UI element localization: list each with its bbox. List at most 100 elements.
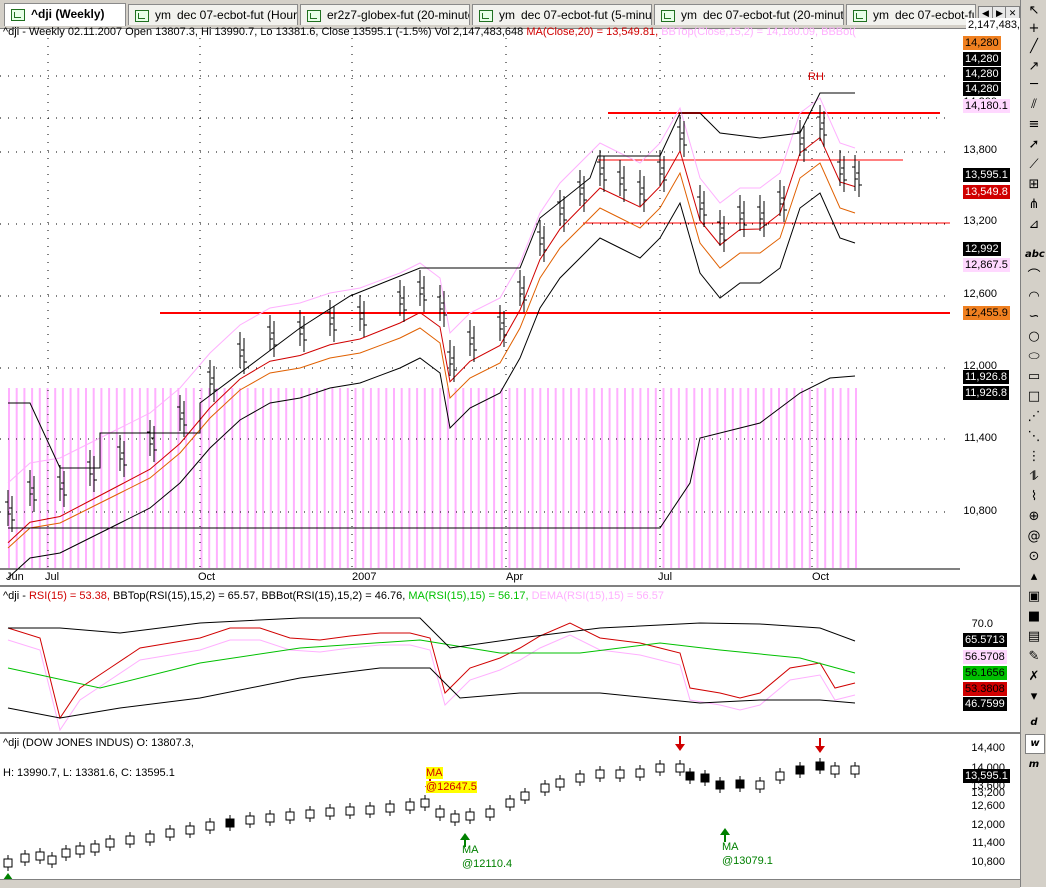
volume-bar [61,388,64,568]
volume-bar [362,388,365,568]
candle-body [365,805,375,815]
orange-line [7,162,856,549]
ellipse-tool-icon[interactable]: ⬭ [1028,349,1040,364]
candle-body [540,783,550,793]
chart-canvas[interactable] [0,28,1020,879]
candle-body [105,838,115,848]
regression-tool-icon[interactable]: ⥮ [1029,469,1039,484]
volume-top-value: 2,147,483, [966,18,1022,32]
volume-bar [400,388,403,568]
volume-bar [54,388,57,568]
hline-tool-icon[interactable]: ─ [1030,77,1038,92]
volume-bar [547,388,549,568]
volume-bar [100,388,103,568]
chart-icon [135,9,149,22]
square-root-icon[interactable]: ⊕ [1028,509,1040,524]
channel-tool-icon[interactable]: ⫽ [1031,97,1037,112]
volume-bar [470,388,472,568]
tab-er2z7-20min[interactable]: er2z7-globex-fut (20-minute) [300,4,470,25]
panel-separator[interactable] [0,585,1020,587]
sheet-tabs[interactable] [0,879,1020,888]
arc-tool-icon[interactable]: ◠ [1028,289,1040,304]
tab-ym-20min[interactable]: ym dec 07-ecbot-fut (20-minute) [654,4,844,25]
gann-tool-icon[interactable]: ⊿ [1028,217,1040,232]
price-bars [5,105,862,532]
volume-bar [215,388,218,568]
square-tool-icon[interactable]: □ [1027,389,1041,404]
ma-annotation-value: @12110.4 [462,858,513,870]
volume-bar [824,388,827,568]
y-tick: 11,400 [972,837,1005,849]
panel-separator[interactable] [0,732,1020,734]
price-box: 13,595.1 [963,168,1010,182]
weekly-period-button[interactable]: w [1025,734,1045,754]
volume-bar [485,388,488,568]
andrews-tool-icon[interactable]: ⌇ [1030,489,1038,504]
spiral-tool-icon[interactable]: @ [1027,529,1041,544]
box-tool-icon[interactable]: ▣ [1027,589,1041,604]
volume-bar [316,388,318,568]
sell-signal-arrow [815,746,825,753]
rsi-bbbot-line [7,667,856,719]
circle-tool-icon[interactable]: ○ [1028,329,1040,344]
tab-ym-5min[interactable]: ym dec 07-ecbot-fut (5-minute) [472,4,652,25]
curve-tool-icon[interactable]: ⌒ [1027,269,1041,284]
fibonacci-tool-icon[interactable]: ≡ [1028,117,1040,132]
trend-tool-icon[interactable]: ⟋ [1029,157,1039,172]
tab-ym-dec07[interactable]: ym dec 07-ecbot-fut [846,4,976,25]
rsi-dema-line [7,634,856,732]
scroll-down-icon[interactable]: ▾ [1030,689,1038,704]
buy-signal-arrow [460,833,470,840]
delete-tool-icon[interactable]: ✗ [1028,669,1040,684]
candle-body [465,811,475,821]
cycle-tool-icon[interactable]: ∽ [1028,309,1040,324]
pen-tool-icon[interactable]: ✎ [1028,649,1040,664]
volume-bar [785,388,788,568]
candle-body [305,809,315,819]
line-tool-icon[interactable]: ╱ [1030,39,1038,54]
text-tool-icon[interactable]: abc [1025,249,1045,260]
cursor-arrow-icon[interactable]: ↖ [1028,3,1040,18]
y-tick: 12,000 [963,360,997,372]
volume-bar [739,388,742,568]
volume-bar [369,388,372,568]
candle-panel-header-2: H: 13990.7, L: 13381.6, C: 13595.1 [3,767,175,779]
chart-style-icon[interactable]: ▤ [1027,629,1041,644]
candle-body [505,798,515,808]
volume-bar [85,388,87,568]
candle-body [815,761,825,771]
price-box: 11,926.8 [963,370,1010,384]
pitchfork-tool-icon[interactable]: ⋔ [1028,197,1040,212]
volume-bar [177,388,180,568]
daily-period-button[interactable]: d [1030,717,1038,728]
rectangle-tool-icon[interactable]: ▭ [1027,369,1041,384]
candle-body [635,768,645,778]
price-box: 14,280 [963,36,1001,50]
sell-signal-arrow [675,744,685,751]
price-panel-header: ^dji - Weekly 02.11.2007 Open 13807.3, H… [3,26,856,38]
ray-tool-icon[interactable]: ↗ [1028,59,1040,74]
gann-fan-icon[interactable]: ⋮ [1027,449,1041,464]
tab-dji-weekly[interactable]: ^dji (Weekly) [4,3,126,26]
volume-bar [808,388,811,568]
ma-annotation-value: @12647.5 [426,781,477,793]
price-box: 12,992 [963,242,1001,256]
volume-bar [600,388,603,568]
arrow-tool-icon[interactable]: ➚ [1028,137,1040,152]
price-box: 13,549.8 [963,185,1010,199]
crosshair-icon[interactable]: + [1028,21,1040,36]
filled-box-icon[interactable]: ■ [1027,609,1041,624]
candle-body [575,773,585,783]
tab-ym-hourly[interactable]: ym dec 07-ecbot-fut (Hourly) [128,4,298,25]
volume-bar [131,388,134,568]
x-tick: Jun [6,571,24,583]
fan-tool-icon[interactable]: ⋰ [1027,409,1041,424]
speed-lines-icon[interactable]: ⋱ [1027,429,1041,444]
scroll-up-icon[interactable]: ▴ [1030,569,1038,584]
volume-bar [523,388,526,568]
zoom-tool-icon[interactable]: ⊙ [1028,549,1040,564]
monthly-period-button[interactable]: m [1028,759,1040,770]
grid-tool-icon[interactable]: ⊞ [1028,177,1040,192]
price-box: 12,867.5 [963,258,1010,272]
volume-bar [31,388,34,568]
